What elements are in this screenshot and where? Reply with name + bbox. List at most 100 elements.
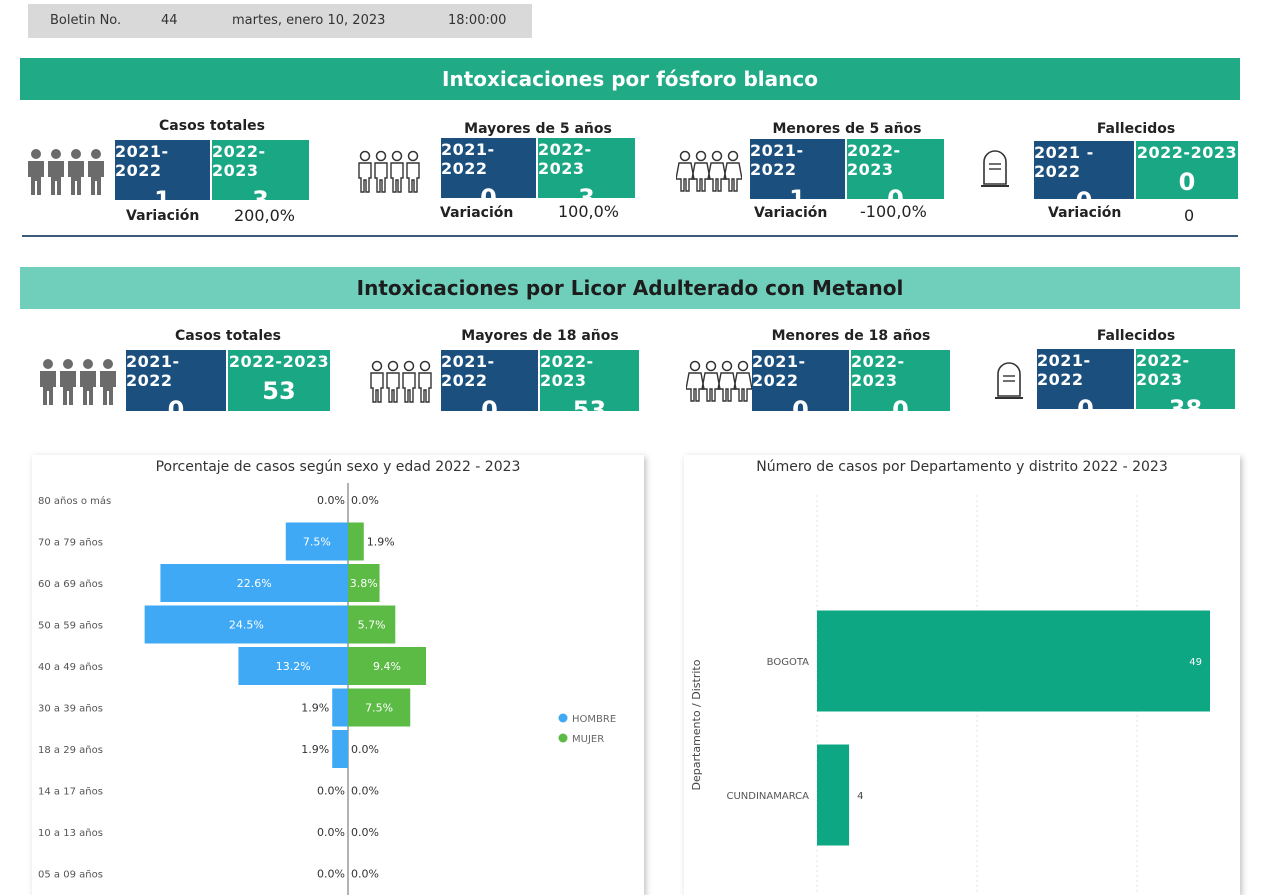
variation-value: 100,0% bbox=[558, 202, 620, 221]
variation-label: Variación bbox=[1048, 205, 1122, 221]
data-label-hombre: 24.5% bbox=[229, 619, 264, 632]
legend-dot bbox=[558, 733, 568, 743]
kpi-period: 2021-2022 bbox=[126, 352, 180, 390]
tombstone-icon bbox=[980, 146, 1010, 194]
kpi-box-current: 2022-2023 53 bbox=[228, 350, 330, 411]
category-label: 10 a 13 años bbox=[38, 828, 103, 839]
kpi-title: Fallecidos bbox=[1096, 121, 1176, 137]
kpi-box-previous: 2021-2022 1 bbox=[115, 140, 210, 214]
kpi-title: Fallecidos bbox=[1096, 328, 1176, 344]
data-label: 4 bbox=[857, 791, 863, 802]
kpi-value: 53 bbox=[572, 396, 607, 424]
category-label: BOGOTA bbox=[767, 657, 810, 668]
data-label-mujer: 0.0% bbox=[351, 826, 379, 839]
kpi-box-current: 2022-2023 0 bbox=[847, 139, 944, 213]
kpi-box-current: 2022-2023 3 bbox=[538, 138, 635, 212]
kpi-box-previous: 2021-2022 0 bbox=[126, 350, 226, 424]
category-label: 18 a 29 años bbox=[38, 745, 103, 756]
kpi-value: 0 bbox=[887, 185, 904, 213]
bar-hombre bbox=[332, 730, 348, 768]
people-group-icon bbox=[38, 358, 120, 410]
bar-mujer bbox=[348, 605, 396, 644]
data-label-mujer: 0.0% bbox=[351, 785, 379, 798]
kpi-value: 0 bbox=[792, 396, 809, 424]
variation-label: Variación bbox=[754, 205, 828, 221]
legend-label: HOMBRE bbox=[572, 714, 616, 725]
data-label-hombre: 0.0% bbox=[317, 785, 345, 798]
data-label-hombre: 0.0% bbox=[317, 868, 345, 881]
variation-value: -100,0% bbox=[860, 202, 927, 221]
bar-mujer bbox=[348, 688, 411, 727]
kpi-value: 1 bbox=[154, 186, 171, 214]
kpi-period: 2021-2022 bbox=[1037, 351, 1091, 389]
variation-label: Variación bbox=[126, 208, 200, 224]
kpi-period: 2022-2023 bbox=[228, 352, 330, 371]
variation-value: 200,0% bbox=[234, 206, 296, 225]
category-label: 14 a 17 años bbox=[38, 787, 103, 798]
kpi-period: 2022-2023 bbox=[540, 352, 594, 390]
adults-outline-icon bbox=[368, 360, 434, 408]
data-label-hombre: 13.2% bbox=[276, 660, 311, 673]
bar-cundinamarca bbox=[817, 744, 850, 846]
chart-title: Porcentaje de casos según sexo y edad 20… bbox=[155, 459, 521, 475]
bulletin-time: 18:00:00 bbox=[448, 13, 507, 28]
kpi-box-current: 2022-2023 0 bbox=[851, 350, 950, 424]
data-label-hombre: 0.0% bbox=[317, 826, 345, 839]
kpi-value: 3 bbox=[578, 184, 595, 212]
kpi-box-current: 2022-2023 53 bbox=[540, 350, 639, 424]
section-banner-metanol: Intoxicaciones por Licor Adulterado con … bbox=[20, 267, 1240, 309]
people-group-icon bbox=[26, 148, 108, 200]
category-label: 80 años o más bbox=[38, 495, 111, 507]
kpi-title: Casos totales bbox=[175, 328, 281, 344]
kpi-box-current: 2022-2023 3 bbox=[212, 140, 309, 214]
data-label-hombre: 1.9% bbox=[301, 743, 329, 756]
data-label-mujer: 5.7% bbox=[358, 619, 386, 632]
bar-hombre bbox=[332, 688, 348, 727]
data-label-hombre: 22.6% bbox=[237, 577, 272, 590]
y-axis-title: Departamento / Distrito bbox=[690, 659, 703, 790]
bulletin-number: 44 bbox=[161, 13, 178, 28]
kpi-value: 0 bbox=[480, 184, 497, 212]
kpi-title: Mayores de 18 años bbox=[461, 328, 619, 344]
data-label-hombre: 7.5% bbox=[303, 536, 331, 549]
kpi-box-current: 2022-2023 0 bbox=[1136, 141, 1238, 199]
legend-label: MUJER bbox=[572, 734, 604, 745]
kpi-title: Mayores de 5 años bbox=[464, 121, 612, 137]
kpi-period: 2022-2023 bbox=[212, 142, 266, 180]
kpi-box-previous: 2021-2022 0 bbox=[441, 350, 538, 424]
kpi-box-previous: 2021-2022 0 bbox=[441, 138, 536, 212]
category-label: CUNDINAMARCA bbox=[727, 791, 810, 802]
legend-dot bbox=[558, 713, 568, 723]
kpi-period: 2021-2022 bbox=[441, 352, 495, 390]
chart-card-sexo-edad: Porcentaje de casos según sexo y edad 20… bbox=[32, 455, 644, 895]
kpi-value: 1 bbox=[789, 185, 806, 213]
kpi-period: 2021 - 2022 bbox=[1034, 143, 1094, 181]
kpi-period: 2022-2023 bbox=[538, 140, 592, 178]
bar-mujer bbox=[348, 522, 364, 561]
bulletin-date: martes, enero 10, 2023 bbox=[232, 13, 386, 28]
bar-mujer bbox=[348, 564, 380, 602]
kpi-period: 2022-2023 bbox=[847, 141, 901, 179]
kpi-period: 2022-2023 bbox=[1136, 351, 1190, 389]
data-label-mujer: 1.9% bbox=[367, 536, 395, 549]
bar-bogota bbox=[817, 610, 1210, 712]
chart-sexo-edad: 80 años o más 0.0% 0.0% 70 a 79 años 7.5% 1.9… bbox=[38, 483, 616, 895]
kpi-title: Menores de 5 años bbox=[772, 121, 922, 137]
bar-hombre bbox=[285, 522, 348, 561]
kpi-box-current: 2022-2023 38 bbox=[1136, 349, 1235, 423]
section-divider bbox=[22, 235, 1238, 237]
kpi-box-previous: 2021-2022 0 bbox=[1037, 349, 1134, 423]
data-label-mujer: 0.0% bbox=[351, 868, 379, 881]
kpi-title: Menores de 18 años bbox=[771, 328, 931, 344]
kpi-value: 53 bbox=[262, 377, 296, 405]
kpi-value: 0 bbox=[481, 396, 498, 424]
kpi-period: 2022-2023 bbox=[1136, 143, 1238, 162]
category-label: 70 a 79 años bbox=[38, 538, 103, 549]
kpi-value: 0 bbox=[167, 396, 185, 424]
kpi-period: 2021-2022 bbox=[441, 140, 495, 178]
category-label: 60 a 69 años bbox=[38, 579, 103, 590]
kpi-value: 0 bbox=[892, 396, 909, 424]
category-label: 50 a 59 años bbox=[38, 621, 103, 632]
data-label-hombre: 0.0% bbox=[317, 494, 345, 507]
bar-hombre bbox=[160, 564, 348, 602]
